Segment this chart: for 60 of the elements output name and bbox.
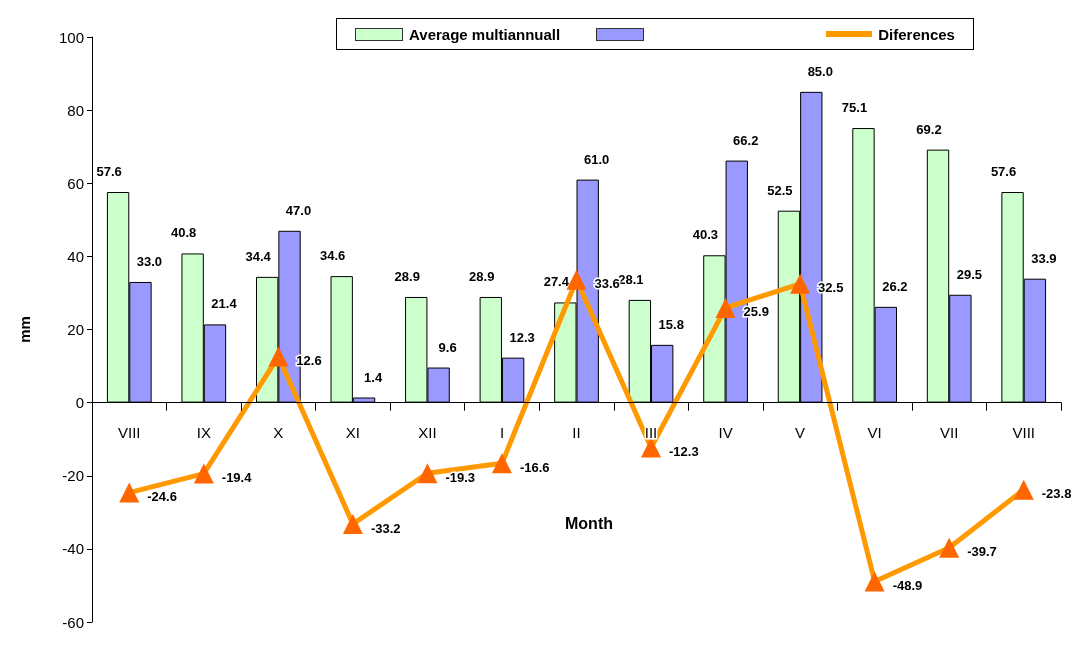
x-tick-label: XI [345,423,360,441]
data-label: 40.3 [692,227,719,243]
data-label: 15.8 [658,316,684,332]
y-tick-label: 20 [67,321,84,338]
data-label: 69.2 [916,121,942,137]
x-tick-label: V [795,423,806,441]
data-label: 40.8 [170,225,197,241]
data-label: 34.6 [320,248,346,264]
x-tick-label: VIII [1012,423,1035,441]
data-label: 66.2 [733,132,759,148]
data-label: -12.3 [669,444,699,460]
y-tick-label: 40 [67,247,84,265]
y-tick-label: -40 [62,540,84,558]
data-label: 34.4 [245,248,272,264]
x-tick-label: IV [718,423,733,441]
data-label: 26.2 [882,278,908,294]
data-label: 47.0 [285,202,312,218]
x-tick-label: XII [418,423,437,441]
data-label: 85.0 [807,63,833,79]
x-tick-label: VII [940,423,959,441]
y-tick-label: -20 [62,467,84,485]
data-label: -19.4 [221,470,253,486]
data-label: 1.4 [364,369,383,385]
x-tick-label: II [572,423,581,441]
y-tick-label: 0 [75,394,84,412]
data-label: 12.3 [509,329,535,345]
data-label: 61.0 [584,151,610,167]
y-tick-label: 100 [58,28,84,46]
data-label: -19.3 [445,469,476,485]
annotation: Month [565,514,613,532]
x-tick-label: IX [196,423,211,441]
data-label: 28.9 [394,268,420,284]
data-label: 21.4 [211,296,238,312]
data-label: -39.7 [967,544,997,560]
x-tick-label: I [499,423,505,441]
data-label: 33.0 [136,253,163,269]
data-label: 57.6 [96,164,122,180]
data-label: 27.4 [543,274,570,290]
data-label: -48.9 [892,577,923,593]
data-label: 33.9 [1031,250,1057,266]
x-tick-label: VIII [118,423,141,441]
data-label: 57.6 [990,164,1017,180]
data-label: -33.2 [370,520,401,536]
data-label: -24.6 [147,489,177,505]
y-tick-label: 60 [67,174,84,192]
legend-label: Diferences [878,25,955,43]
y-tick-label: 80 [67,101,84,119]
data-label: 29.5 [956,266,983,282]
data-label: -23.8 [1041,486,1072,502]
legend-label: Average multiannuall [409,25,561,43]
data-label: -16.6 [519,459,550,475]
x-tick-label: III [644,423,658,441]
x-tick-label: VI [867,423,882,441]
x-tick-label: X [273,423,284,441]
y-tick-label: -60 [62,613,84,631]
y-axis-title: mm [16,316,33,343]
data-label: 9.6 [438,339,457,355]
data-label: 75.1 [841,100,868,116]
data-label: 52.5 [767,182,793,198]
data-label: 28.9 [469,268,495,284]
